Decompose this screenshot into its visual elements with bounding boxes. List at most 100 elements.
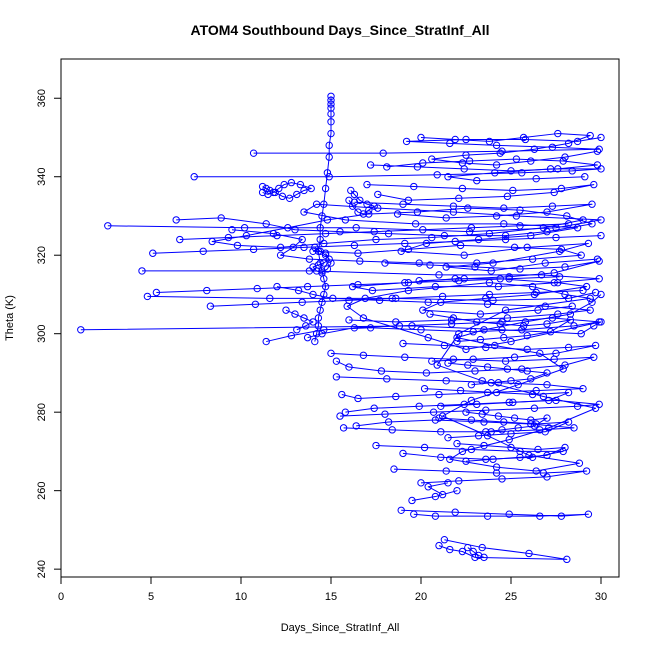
data-point: [428, 233, 436, 242]
data-point: [516, 206, 524, 214]
data-point: [374, 190, 382, 199]
data-point: [318, 269, 326, 277]
data-point: [426, 261, 434, 269]
data-point: [442, 377, 450, 385]
x-tick-label: 0: [58, 591, 64, 603]
data-point: [469, 547, 477, 556]
data-point: [555, 247, 564, 255]
data-point: [579, 384, 587, 393]
data-point: [471, 263, 479, 271]
data-point: [523, 345, 531, 354]
data-point: [577, 330, 585, 338]
data-point: [419, 306, 427, 314]
data-point: [341, 408, 350, 416]
data-point: [532, 288, 540, 297]
data-point: [435, 414, 443, 422]
data-point: [460, 165, 468, 173]
data-point: [453, 333, 461, 342]
data-point: [417, 479, 425, 487]
data-point: [446, 455, 454, 463]
data-point: [593, 161, 602, 169]
data-point: [321, 249, 330, 257]
data-point: [536, 349, 544, 358]
series-line: [401, 509, 589, 517]
data-point: [296, 180, 305, 189]
data-point: [341, 216, 350, 224]
data-point: [372, 441, 380, 450]
data-point: [372, 235, 380, 244]
data-point: [478, 410, 486, 418]
data-point: [415, 277, 423, 285]
data-point: [217, 214, 225, 222]
data-point: [453, 337, 461, 346]
series-line: [354, 201, 593, 219]
data-point: [410, 182, 418, 191]
data-point: [500, 418, 508, 426]
data-point: [534, 445, 542, 454]
series-line: [266, 317, 600, 343]
series-line: [80, 282, 602, 472]
data-point: [278, 192, 287, 201]
series-group: [311, 92, 335, 346]
data-point: [489, 296, 497, 305]
data-point: [402, 137, 411, 146]
data-point: [491, 341, 499, 350]
series-group: [190, 165, 605, 185]
series-line: [370, 158, 598, 172]
data-point: [595, 275, 603, 283]
data-point: [291, 226, 299, 234]
data-point: [500, 333, 508, 342]
data-point: [518, 326, 526, 334]
data-point: [492, 161, 501, 169]
series-line: [366, 184, 595, 201]
data-point: [363, 180, 371, 189]
series-line: [429, 313, 571, 343]
data-point: [262, 337, 270, 346]
data-point: [584, 239, 593, 248]
data-point: [521, 318, 530, 326]
data-point: [104, 222, 112, 230]
data-point: [345, 316, 353, 324]
data-point: [422, 369, 431, 377]
data-point: [489, 259, 497, 267]
data-point: [473, 176, 481, 185]
data-point: [512, 212, 521, 220]
data-point: [401, 239, 409, 248]
data-point: [536, 512, 544, 520]
data-point: [321, 229, 330, 238]
data-point: [498, 426, 506, 434]
data-point: [568, 302, 576, 310]
data-point: [381, 410, 389, 418]
series-line: [447, 362, 548, 386]
data-point: [586, 294, 594, 303]
data-point: [548, 202, 557, 210]
data-point: [442, 214, 450, 222]
data-point: [408, 496, 416, 505]
data-point: [473, 400, 481, 409]
data-point: [206, 302, 215, 310]
data-point: [528, 255, 537, 263]
data-point: [300, 208, 308, 216]
data-point: [321, 184, 330, 193]
series-line: [156, 276, 560, 293]
data-point: [411, 220, 420, 228]
data-point: [505, 510, 513, 518]
data-point: [570, 424, 578, 432]
data-point: [494, 282, 503, 291]
data-point: [300, 186, 308, 195]
data-point: [404, 245, 413, 254]
data-point: [388, 426, 396, 434]
data-point: [302, 322, 310, 330]
data-point: [514, 381, 522, 389]
data-point: [440, 536, 449, 544]
data-point: [462, 457, 470, 465]
data-point: [318, 330, 326, 338]
series-line: [375, 445, 564, 460]
data-point: [474, 432, 483, 440]
data-point: [582, 467, 591, 475]
data-point: [579, 216, 587, 224]
data-point: [464, 361, 472, 369]
series-group: [258, 178, 315, 203]
data-point: [399, 200, 407, 208]
